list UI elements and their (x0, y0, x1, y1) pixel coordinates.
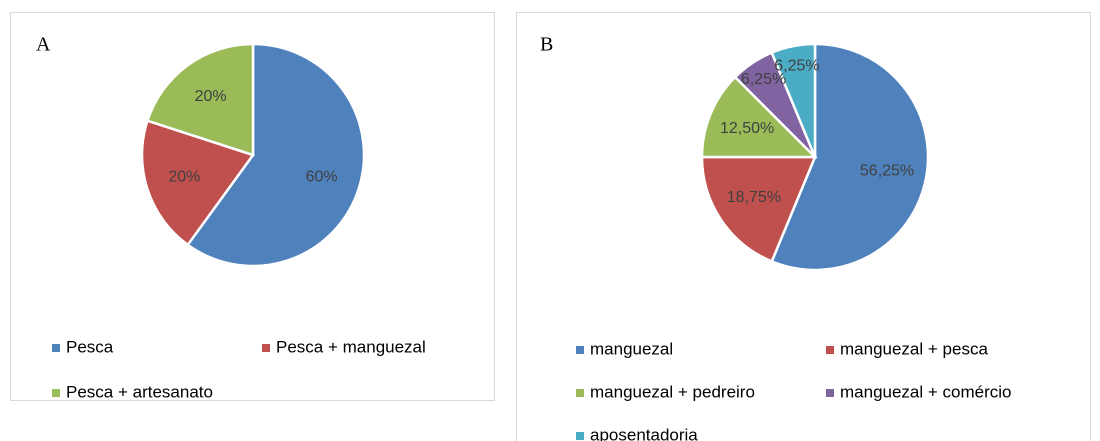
legend-label: Pesca + manguezal (276, 337, 426, 356)
legend-swatch (826, 346, 834, 354)
data-label: 56,25% (860, 163, 914, 180)
legend-label: aposentadoria (590, 425, 698, 441)
legend-label: Pesca (66, 337, 114, 356)
legend-swatch (52, 389, 60, 397)
data-label: 18,75% (727, 189, 781, 206)
legend-swatch (576, 389, 584, 397)
pie-slice (770, 42, 817, 158)
pie-slice (700, 155, 817, 264)
legend-swatch (262, 344, 270, 352)
legend-label: manguezal + comércio (840, 382, 1012, 401)
legend-swatch (576, 432, 584, 440)
chart-title: A (36, 34, 51, 56)
chart-title: B (540, 34, 553, 56)
legend-label: manguezal + pedreiro (590, 382, 755, 401)
pie-slice (700, 75, 819, 159)
legend-swatch (826, 389, 834, 397)
data-label: 6,25% (741, 71, 786, 88)
legend-swatch (576, 346, 584, 354)
legend-swatch (52, 344, 60, 352)
data-label: 12,50% (720, 120, 774, 137)
data-label: 6,25% (774, 57, 819, 74)
pie-slice (186, 42, 366, 268)
pie-slice (145, 42, 255, 157)
legend-label: manguezal (590, 339, 673, 358)
legend-label: manguezal + pesca (840, 339, 988, 358)
pie-slice (140, 119, 256, 247)
data-label: 20% (195, 88, 227, 105)
data-label: 20% (168, 169, 200, 186)
data-label: 60% (306, 169, 338, 186)
pie-slice (770, 42, 930, 272)
legend-label: Pesca + artesanato (66, 382, 213, 401)
